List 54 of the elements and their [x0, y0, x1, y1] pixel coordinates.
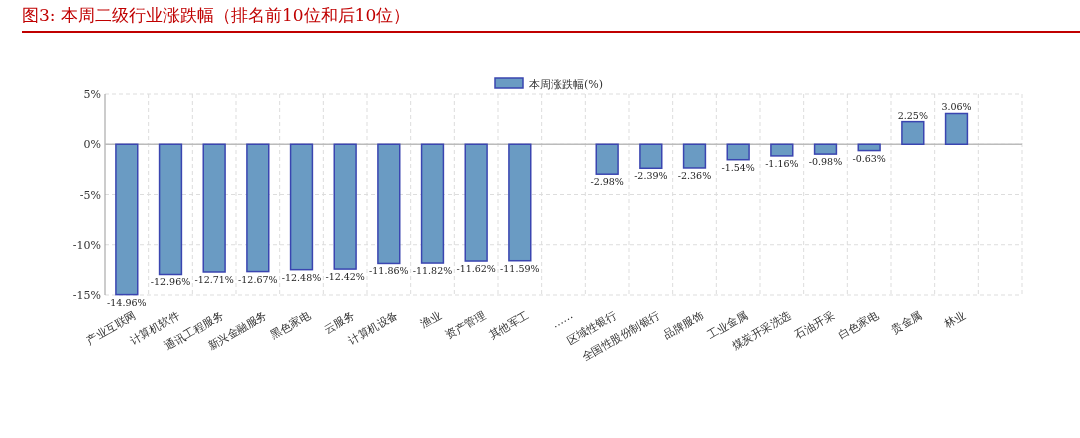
bar	[115, 143, 139, 296]
bar	[639, 143, 663, 170]
data-label: -1.16%	[765, 157, 799, 169]
bar	[508, 143, 532, 262]
y-tick-label: -15%	[72, 289, 101, 302]
bar	[682, 143, 707, 169]
data-label: -2.98%	[590, 176, 624, 188]
bar	[333, 143, 357, 270]
data-label: -2.39%	[634, 170, 668, 182]
data-label: -0.63%	[852, 152, 886, 164]
x-tick-label: 渔业	[418, 308, 444, 331]
bar	[202, 143, 226, 273]
x-tick-label: 白色家电	[836, 308, 881, 342]
data-label: -11.82%	[412, 265, 453, 277]
y-tick-label: 5%	[83, 88, 101, 101]
y-tick-label: -5%	[79, 188, 101, 202]
data-label: -0.98%	[808, 156, 843, 168]
chart-title: 图3: 本周二级行业涨跌幅（排名前10位和后10位）	[22, 4, 1080, 33]
data-label: -11.86%	[369, 265, 409, 277]
data-label: -1.54%	[721, 161, 755, 173]
data-label: -12.42%	[325, 271, 365, 283]
data-label: -12.67%	[238, 273, 278, 285]
data-label: -14.96%	[107, 296, 147, 308]
x-tick-label: 林业	[941, 308, 968, 332]
x-tick-label: 贵金属	[889, 308, 925, 337]
data-label: 2.25%	[897, 109, 928, 121]
data-label: -12.48%	[281, 271, 322, 283]
x-tick-label: ……	[549, 308, 575, 331]
bar	[420, 143, 445, 264]
bar	[595, 143, 619, 175]
bar	[770, 143, 794, 157]
bar	[464, 143, 488, 262]
data-label: -11.62%	[456, 263, 496, 275]
x-tick-label: 品牌服饰	[661, 308, 706, 342]
x-tick-label: 黑色家电	[268, 308, 313, 342]
legend-label: 本周涨跌幅(%)	[529, 78, 604, 91]
data-label: -11.59%	[500, 262, 540, 274]
x-tick-label: 资产管理	[443, 308, 488, 342]
y-tick-label: -10%	[72, 238, 101, 252]
data-label: 3.06%	[941, 101, 972, 113]
y-tick-label: 0%	[83, 138, 101, 152]
data-label: -12.96%	[150, 276, 191, 288]
bar	[813, 143, 838, 155]
data-label: -12.71%	[194, 273, 234, 285]
bar	[289, 143, 314, 271]
bar	[901, 120, 925, 145]
x-tick-label: 其他军工	[486, 308, 532, 342]
bar	[944, 112, 969, 145]
x-tick-label: 石油开采	[792, 308, 837, 342]
bar	[377, 143, 401, 265]
bar	[726, 143, 750, 161]
bar	[246, 143, 270, 273]
data-label: -2.36%	[677, 169, 712, 181]
bar	[158, 143, 183, 276]
